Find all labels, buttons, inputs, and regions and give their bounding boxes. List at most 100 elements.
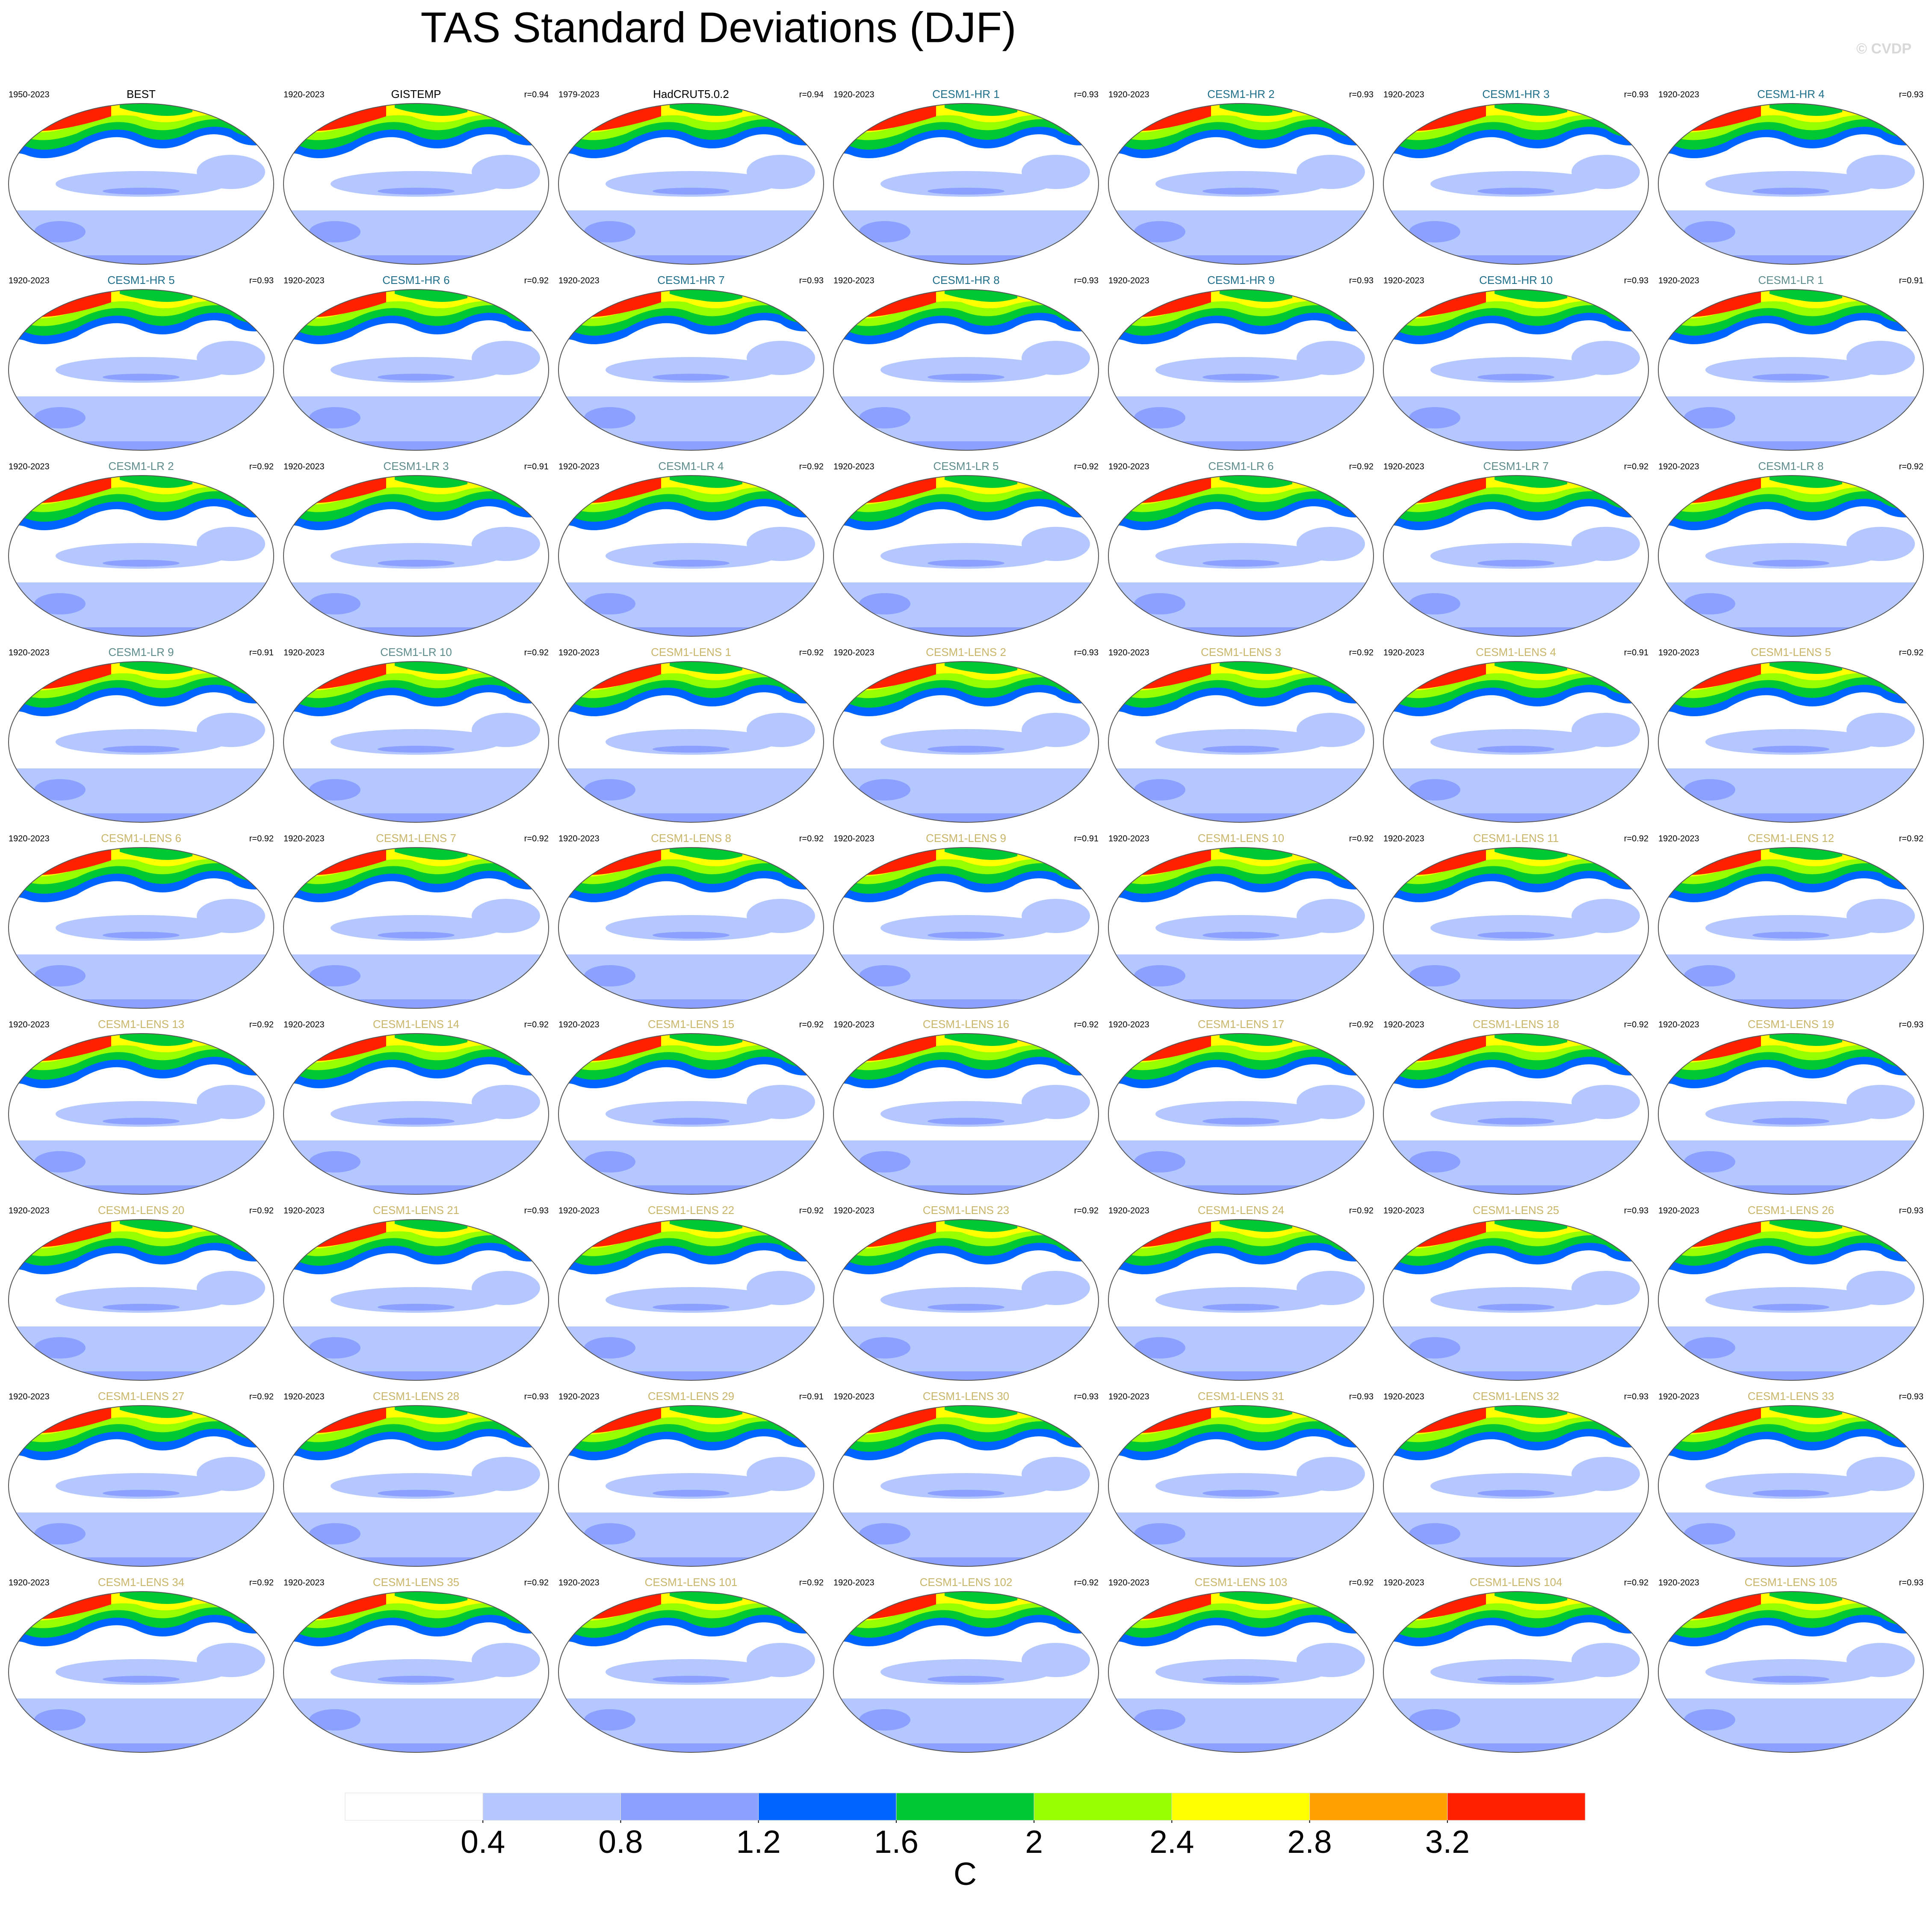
- panel-period: 1920-2023: [558, 834, 600, 843]
- map-panel: [284, 1034, 549, 1194]
- panel-r: r=0.92: [1074, 1206, 1099, 1215]
- panel-period: 1920-2023: [1108, 834, 1149, 843]
- map-panel: [558, 289, 824, 450]
- panel-title: CESM1-LENS 103: [1195, 1576, 1288, 1589]
- panel-period: 1920-2023: [558, 276, 600, 285]
- panel-period: 1920-2023: [1383, 1020, 1424, 1029]
- map-panel: [1658, 662, 1923, 822]
- panel-title: CESM1-LENS 11: [1473, 832, 1559, 845]
- panel-title: CESM1-LENS 101: [645, 1576, 738, 1589]
- panel-r: r=0.93: [1074, 648, 1099, 657]
- panel-period: 1920-2023: [558, 1020, 600, 1029]
- panel-period: 1920-2023: [1108, 1578, 1149, 1587]
- map-panel: [833, 1220, 1099, 1380]
- panel-title: CESM1-LENS 3: [1201, 646, 1281, 659]
- panel-period: 1920-2023: [1383, 834, 1424, 843]
- colorbar-box: [620, 1793, 759, 1821]
- panel-r: r=0.93: [1074, 1392, 1099, 1401]
- panel-period: 1920-2023: [9, 834, 50, 843]
- panel-period: 1920-2023: [1658, 1206, 1699, 1215]
- panel-period: 1920-2023: [284, 1020, 325, 1029]
- map-panel: [558, 1592, 824, 1752]
- panel-period: 1920-2023: [1658, 1578, 1699, 1587]
- panel-title: CESM1-LENS 19: [1748, 1018, 1834, 1031]
- panel-title: CESM1-HR 3: [1482, 88, 1549, 100]
- panel-r: r=0.92: [1349, 1206, 1374, 1215]
- panel-r: r=0.91: [249, 648, 274, 657]
- figure-title: TAS Standard Deviations (DJF): [420, 3, 1016, 51]
- panel-r: r=0.93: [1899, 1392, 1923, 1401]
- panel-r: r=0.93: [1349, 276, 1374, 285]
- panel-r: r=0.92: [1349, 1578, 1374, 1587]
- panel-r: r=0.93: [249, 276, 274, 285]
- map-panel: [1383, 1406, 1648, 1566]
- panel-title: CESM1-LR 5: [933, 460, 998, 473]
- panel-title: CESM1-LR 3: [383, 460, 449, 473]
- map-panel: [284, 1406, 549, 1566]
- panel-r: r=0.92: [799, 1578, 824, 1587]
- panel-title: CESM1-LENS 28: [373, 1390, 459, 1403]
- watermark: © CVDP: [1856, 41, 1911, 57]
- map-panel: [1383, 1034, 1648, 1194]
- panel-r: r=0.92: [524, 648, 549, 657]
- panel-title: CESM1-HR 4: [1757, 88, 1824, 100]
- panel-r: r=0.92: [799, 1020, 824, 1029]
- panel-title: CESM1-LENS 21: [373, 1204, 459, 1217]
- panel-r: r=0.92: [524, 1020, 549, 1029]
- colorbar-box: [345, 1793, 483, 1821]
- panel-period: 1920-2023: [1383, 462, 1424, 471]
- panel-r: r=0.92: [1624, 1578, 1648, 1587]
- panel-period: 1920-2023: [833, 1392, 874, 1401]
- panel-r: r=0.92: [1349, 462, 1374, 471]
- panel-r: r=0.91: [1074, 834, 1099, 843]
- panel-period: 1920-2023: [833, 1206, 874, 1215]
- map-panel: [9, 1034, 274, 1194]
- panel-period: 1920-2023: [284, 1578, 325, 1587]
- colorbar-tick-label: 0.8: [598, 1824, 643, 1860]
- panel-r: r=0.92: [249, 1206, 274, 1215]
- map-panel: [9, 1406, 274, 1566]
- map-panel: [1108, 848, 1374, 1008]
- panel-r: r=0.94: [799, 90, 824, 99]
- panel-title: CESM1-LR 4: [658, 460, 724, 473]
- panel-title: CESM1-LENS 26: [1748, 1204, 1834, 1217]
- map-panel: [833, 1592, 1099, 1752]
- map-panel: [1108, 103, 1374, 264]
- panel-r: r=0.92: [249, 1020, 274, 1029]
- panel-title: CESM1-LENS 20: [98, 1204, 184, 1217]
- panel-period: 1920-2023: [284, 1206, 325, 1215]
- panel-period: 1920-2023: [1383, 276, 1424, 285]
- map-panel: [558, 1220, 824, 1380]
- panel-r: r=0.93: [1624, 1392, 1648, 1401]
- panel-r: r=0.92: [1349, 1020, 1374, 1029]
- colorbar-box: [758, 1793, 897, 1821]
- panel-r: r=0.93: [1899, 1578, 1923, 1587]
- map-panel: [284, 103, 549, 264]
- panel-period: 1920-2023: [558, 648, 600, 657]
- panel-r: r=0.92: [1074, 462, 1099, 471]
- panel-period: 1920-2023: [1108, 90, 1149, 99]
- panel-title: CESM1-LR 2: [108, 460, 174, 473]
- panel-title: CESM1-HR 2: [1207, 88, 1274, 100]
- panel-period: 1920-2023: [1108, 462, 1149, 471]
- colorbar-box: [1447, 1793, 1586, 1821]
- panel-period: 1920-2023: [1108, 648, 1149, 657]
- panel-title: CESM1-HR 7: [657, 274, 724, 286]
- panel-title: CESM1-LENS 8: [651, 832, 731, 845]
- panel-title: CESM1-LENS 105: [1745, 1576, 1837, 1589]
- map-panel: [833, 1406, 1099, 1566]
- panel-r: r=0.93: [524, 1392, 549, 1401]
- map-panel: [1108, 662, 1374, 822]
- map-panel: [558, 662, 824, 822]
- panel-r: r=0.92: [1624, 1020, 1648, 1029]
- colorbar-tick-label: 1.6: [874, 1824, 919, 1860]
- panel-r: r=0.92: [1624, 834, 1648, 843]
- panel-title: BEST: [127, 88, 156, 100]
- panel-r: r=0.94: [524, 90, 549, 99]
- panel-title: CESM1-LENS 14: [373, 1018, 459, 1031]
- panel-period: 1920-2023: [558, 1206, 600, 1215]
- panel-period: 1920-2023: [833, 90, 874, 99]
- panel-title: CESM1-LENS 29: [648, 1390, 734, 1403]
- panel-period: 1920-2023: [558, 1578, 600, 1587]
